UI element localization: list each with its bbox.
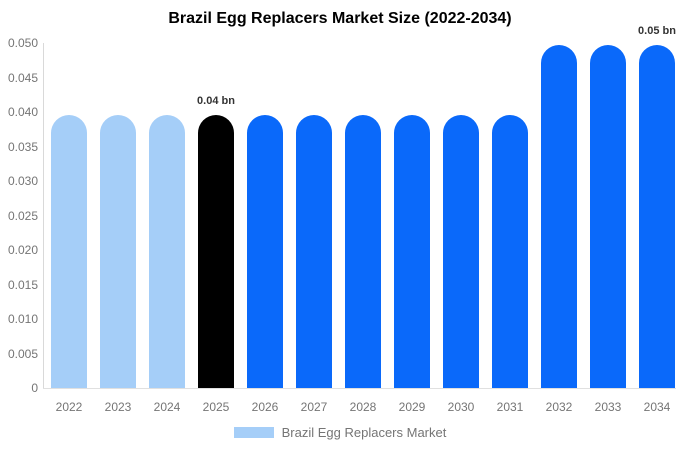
x-tick-label-2022: 2022 bbox=[55, 400, 83, 414]
plot-area bbox=[44, 43, 676, 388]
bar-2023[interactable] bbox=[100, 115, 136, 388]
y-tick-label: 0.015 bbox=[7, 277, 38, 292]
y-axis-line bbox=[43, 43, 44, 388]
bar-2028[interactable] bbox=[345, 115, 381, 388]
x-tick-label-2033: 2033 bbox=[594, 400, 622, 414]
x-tick-label-2030: 2030 bbox=[447, 400, 475, 414]
x-tick-label-2029: 2029 bbox=[398, 400, 426, 414]
y-tick-label: 0.025 bbox=[7, 208, 38, 223]
bar-2034[interactable] bbox=[639, 45, 675, 388]
bar-2032[interactable] bbox=[541, 45, 577, 388]
bar-2027[interactable] bbox=[296, 115, 332, 388]
y-tick-label: 0.040 bbox=[7, 105, 38, 119]
y-tick-label: 0.010 bbox=[7, 312, 38, 326]
x-tick-label-2031: 2031 bbox=[496, 400, 524, 414]
y-tick-label: 0.035 bbox=[7, 139, 38, 154]
x-tick-label-2025: 2025 bbox=[202, 400, 230, 414]
y-tick-label: 0.030 bbox=[7, 174, 38, 188]
x-tick-label-2034: 2034 bbox=[643, 400, 671, 414]
bar-2029[interactable] bbox=[394, 115, 430, 388]
legend-label: Brazil Egg Replacers Market bbox=[281, 425, 447, 440]
bar-2030[interactable] bbox=[443, 115, 479, 388]
annotation-2025: 0.04 bn bbox=[197, 95, 235, 107]
x-tick-label-2024: 2024 bbox=[153, 400, 181, 414]
bar-2025[interactable] bbox=[198, 115, 234, 388]
x-tick-label-2028: 2028 bbox=[349, 400, 377, 414]
y-tick-label: 0 bbox=[31, 381, 38, 395]
annotation-2034: 0.05 bn bbox=[638, 25, 676, 37]
legend-swatch-icon bbox=[233, 427, 274, 438]
x-tick-label-2026: 2026 bbox=[251, 400, 279, 414]
y-tick-label: 0.050 bbox=[7, 36, 38, 50]
x-tick-label-2032: 2032 bbox=[545, 400, 573, 414]
x-axis-line bbox=[43, 388, 676, 389]
legend[interactable]: Brazil Egg Replacers Market bbox=[0, 425, 680, 440]
bar-2022[interactable] bbox=[51, 115, 87, 388]
bar-2024[interactable] bbox=[149, 115, 185, 388]
y-tick-label: 0.045 bbox=[7, 70, 38, 85]
y-tick-label: 0.005 bbox=[7, 346, 38, 361]
x-tick-label-2023: 2023 bbox=[104, 400, 132, 414]
x-tick-label-2027: 2027 bbox=[300, 400, 328, 414]
bar-2026[interactable] bbox=[247, 115, 283, 388]
y-tick-label: 0.020 bbox=[7, 243, 38, 257]
bar-2031[interactable] bbox=[492, 115, 528, 388]
bar-2033[interactable] bbox=[590, 45, 626, 388]
chart-title: Brazil Egg Replacers Market Size (2022-2… bbox=[168, 10, 512, 27]
